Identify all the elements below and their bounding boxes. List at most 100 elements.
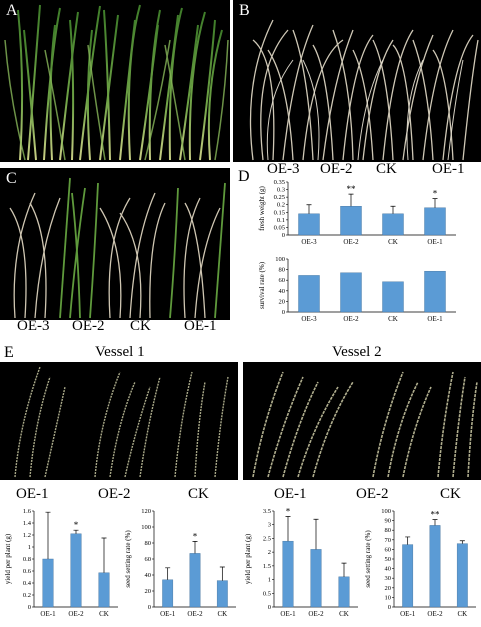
- y-tick-label: 80: [385, 527, 392, 534]
- vessel-1-panicles-photo: [0, 362, 238, 480]
- y-tick-label: 0: [282, 232, 285, 239]
- bar: [382, 213, 404, 236]
- panel-c-label-ck: CK: [130, 318, 151, 334]
- y-tick-label: 20: [279, 298, 286, 305]
- y-tick-label: 70: [385, 537, 392, 544]
- y-tick-label: 60: [145, 556, 152, 563]
- significance-mark: *: [74, 520, 79, 530]
- y-axis-label: seed setting rate (%): [364, 530, 372, 588]
- panel-c-label-oe2: OE-2: [72, 318, 105, 334]
- y-tick-label: 50: [385, 556, 392, 563]
- y-tick-label: 1.4: [23, 520, 32, 527]
- bar: [310, 549, 322, 608]
- significance-mark: **: [431, 510, 441, 520]
- bar: [338, 576, 350, 608]
- error-bar: [45, 511, 51, 559]
- bar: [216, 580, 228, 608]
- panel-b-label-oe1: OE-1: [432, 161, 465, 177]
- panel-c-letter: C: [6, 170, 17, 187]
- bar: [402, 544, 414, 608]
- y-tick-label: 0.8: [23, 556, 31, 563]
- y-tick-label: 0.3: [277, 187, 285, 194]
- y-tick-label: 80: [145, 540, 152, 547]
- bar: [70, 533, 82, 608]
- y-tick-label: 1.2: [23, 532, 31, 539]
- y-tick-label: 0.1: [277, 217, 285, 224]
- y-axis-label: yield per plant (g): [4, 533, 12, 584]
- chart-fresh-weight: 00.050.10.150.20.250.30.35 fresh weight (…: [258, 179, 456, 246]
- y-axis-label: fresh weight (g): [258, 185, 266, 230]
- chart-vessel-1-yield: 0 0.2 0.4 0.6 0.8 1 1.2 1.4 1.6 yield per plant (…: [4, 508, 118, 618]
- y-tick-label: 1: [268, 577, 271, 584]
- error-bar: [192, 541, 198, 554]
- y-tick-label: 0: [28, 604, 31, 611]
- y-axis-label: yield per plant (g): [244, 533, 252, 584]
- bar: [98, 572, 110, 608]
- y-tick-label: 0.2: [23, 592, 31, 599]
- panel-b-letter: B: [239, 2, 250, 19]
- x-tick-label: OE-2: [343, 315, 359, 323]
- y-tick-label: 120: [141, 508, 151, 515]
- vessel-2-title: Vessel 2: [332, 344, 382, 360]
- bar: [340, 206, 362, 236]
- y-tick-label: 3: [268, 522, 271, 529]
- vessel-1-label-oe1: OE-1: [16, 486, 49, 502]
- vessel-2-panicles-image: [252, 371, 478, 478]
- x-tick-label: CK: [388, 238, 398, 246]
- y-tick-label: 1.6: [23, 508, 32, 515]
- x-tick-label: OE-1: [400, 610, 416, 618]
- y-tick-label: 2.5: [263, 535, 271, 542]
- panel-d-letter: D: [238, 168, 250, 185]
- bar: [282, 540, 294, 608]
- y-tick-label: 2: [268, 549, 271, 556]
- green-seedlings-image: [4, 4, 229, 161]
- error-bar: [390, 205, 396, 214]
- vessel-2-label-oe1: OE-1: [274, 486, 307, 502]
- y-tick-label: 20: [385, 585, 392, 592]
- error-bar: [405, 536, 411, 545]
- y-tick-label: 40: [385, 566, 392, 573]
- y-tick-label: 100: [275, 256, 285, 263]
- y-tick-label: 0.05: [274, 224, 285, 231]
- panel-c-photo: C: [0, 168, 230, 320]
- panel-c-label-oe1: OE-1: [184, 318, 217, 334]
- x-tick-label: OE-1: [40, 610, 56, 618]
- bar: [424, 207, 446, 236]
- error-bar: [101, 537, 107, 573]
- y-tick-label: 80: [279, 267, 286, 274]
- vessel-2-label-ck: CK: [440, 486, 461, 502]
- vessel-1-title: Vessel 1: [95, 344, 145, 360]
- error-bar: [348, 193, 354, 207]
- y-tick-label: 0.6: [23, 568, 32, 575]
- significance-mark: *: [433, 189, 438, 199]
- panel-b-label-oe2: OE-2: [320, 161, 353, 177]
- x-tick-label: OE-3: [301, 238, 317, 246]
- y-tick-label: 60: [279, 277, 286, 284]
- y-tick-label: 40: [279, 288, 286, 295]
- bar: [340, 272, 362, 313]
- error-bar: [165, 567, 171, 580]
- bar: [298, 275, 320, 313]
- x-tick-label: OE-2: [187, 610, 203, 618]
- y-tick-label: 0.15: [274, 209, 285, 216]
- recovered-seedlings-image: [9, 177, 226, 319]
- x-tick-label: OE-2: [427, 610, 443, 618]
- y-tick-label: 3.5: [263, 508, 271, 515]
- x-tick-label: OE-1: [427, 315, 443, 323]
- chart-vessel-2-yield: 0 0.5 1 1.5 2 2.5 3 3.5 yield per plant (g) * OE-1…: [244, 506, 358, 618]
- bar: [429, 525, 441, 608]
- error-bar: [219, 566, 225, 581]
- y-tick-label: 30: [385, 575, 392, 582]
- x-tick-label: CK: [457, 610, 467, 618]
- chart-vessel-1-seed-setting: 0 20 40 60 80 100 120 seed setting rate (%) OE-1…: [124, 508, 236, 618]
- panel-b-photo: B: [233, 0, 481, 162]
- x-tick-label: OE-2: [308, 610, 324, 618]
- panel-a-photo: A: [0, 0, 230, 162]
- vessel-2-label-oe2: OE-2: [356, 486, 389, 502]
- y-tick-label: 0: [268, 604, 271, 611]
- y-tick-label: 60: [385, 546, 392, 553]
- y-tick-label: 40: [145, 572, 152, 579]
- bar: [456, 543, 468, 608]
- x-tick-label: CK: [217, 610, 227, 618]
- y-tick-label: 0: [388, 604, 391, 611]
